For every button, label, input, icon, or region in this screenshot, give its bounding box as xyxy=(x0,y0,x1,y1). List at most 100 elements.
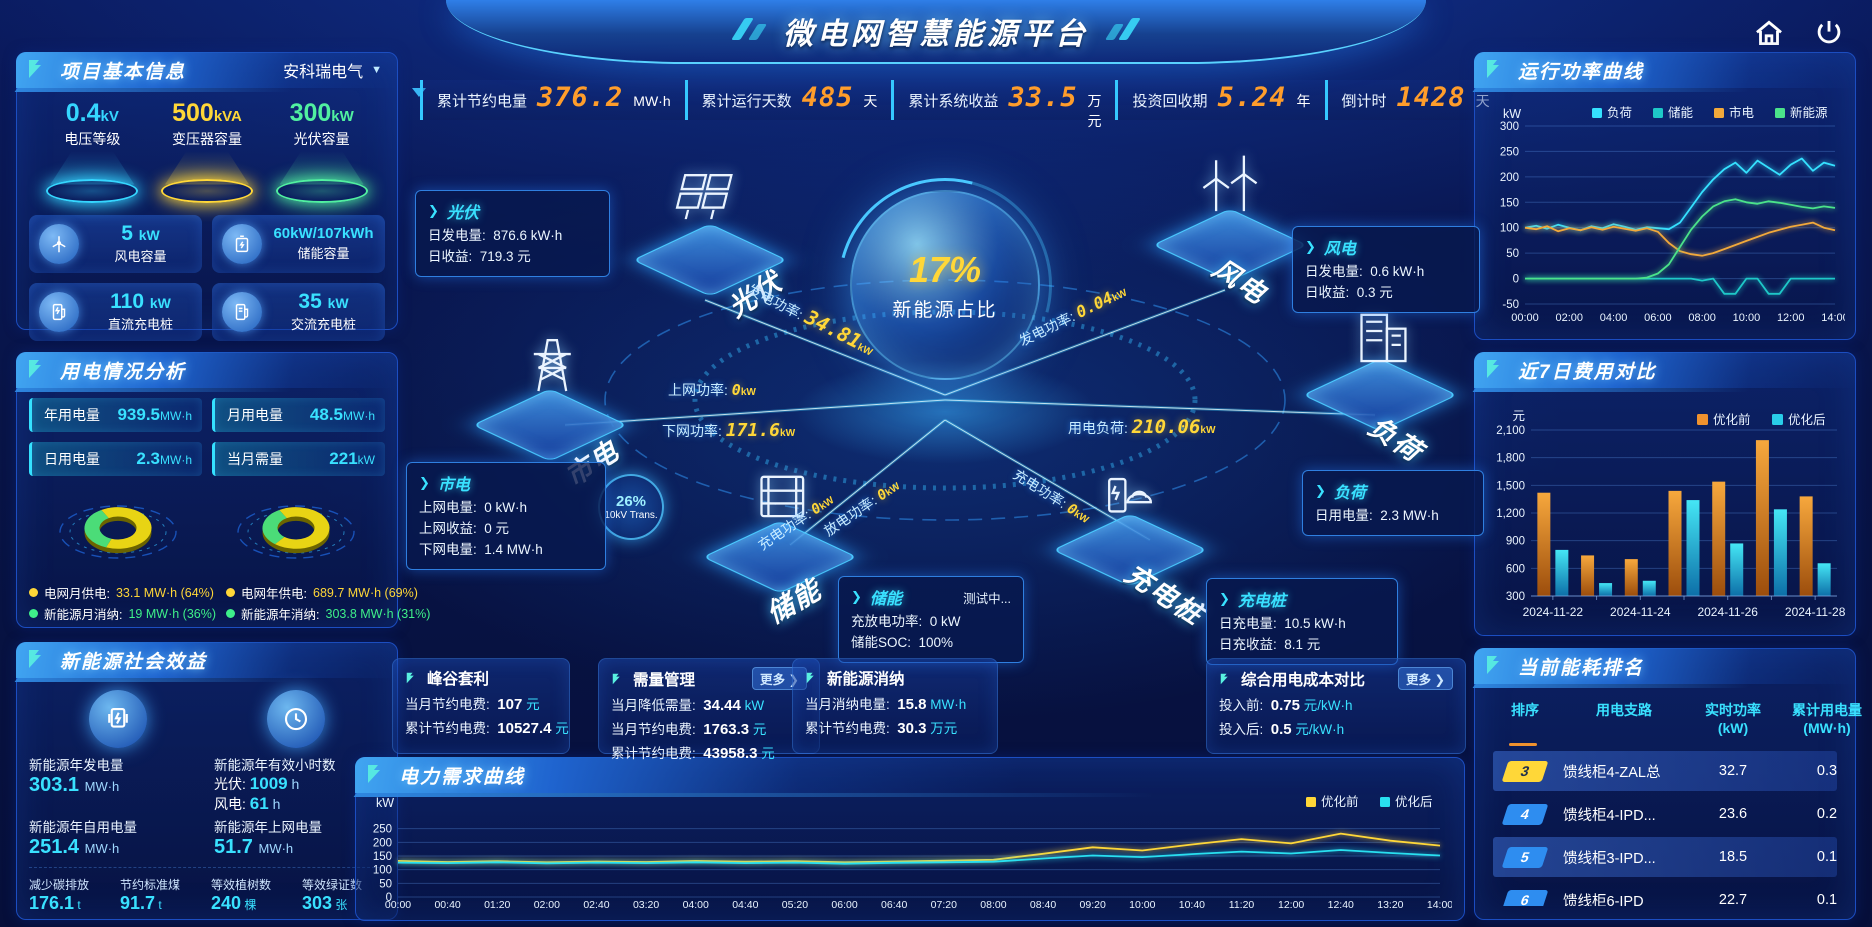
svg-text:kW: kW xyxy=(376,796,394,810)
renewable-benefit-panel: 新能源社会效益 新能源年发电量 303.1 MW·h 新能源年有效小时数 光伏: 10… xyxy=(16,642,398,920)
eco-label: 节约标准煤 xyxy=(120,878,181,892)
company-selector[interactable]: 安科瑞电气 ▼ xyxy=(283,58,382,82)
capacity-pedestal: 500kVA 变压器容量 xyxy=(150,99,265,203)
charger-illustration-icon xyxy=(1093,449,1167,528)
pedestal-label: 电压等级 xyxy=(64,130,121,147)
legend-value: 19 MW·h (36%) xyxy=(128,606,217,621)
legend-label: 新能源月消纳: xyxy=(44,608,123,622)
card-title: 储能 xyxy=(869,591,902,608)
legend-label: 新能源年消纳: xyxy=(241,608,320,622)
column-header: 排序 xyxy=(1511,702,1539,718)
pedestal-value: 500kVA xyxy=(172,99,242,127)
panel-title: 当前能耗排名 xyxy=(1518,657,1645,679)
total-energy: 0.2 xyxy=(1816,806,1838,822)
banner-deco-left xyxy=(731,17,767,45)
kpi-corner-icon xyxy=(806,672,814,684)
rank-badge: 6 xyxy=(1501,889,1549,906)
svg-text:2,100: 2,100 xyxy=(1496,425,1525,437)
benefit-value: 251.4 MW·h xyxy=(29,836,120,858)
panel-corner-icon xyxy=(1487,60,1499,78)
svg-text:优化前: 优化前 xyxy=(1713,412,1751,427)
svg-text:50: 50 xyxy=(379,878,392,890)
eco-stat: 减少碳排放 176.1 t xyxy=(29,876,112,914)
chevron-right-icon: ❯ xyxy=(428,203,439,218)
svg-text:10:40: 10:40 xyxy=(1179,899,1205,911)
table-row[interactable]: 3 馈线柜4-ZAL总 32.7 0.3 xyxy=(1493,751,1837,791)
legend-item[interactable]: 电网月供电: 33.1 MW·h (64%) xyxy=(29,583,216,602)
kpi-card-1: 峰谷套利 当月节约电费: 107 元累计节约电费: 10527.4 元 xyxy=(392,658,570,754)
eco-stats: 减少碳排放 176.1 t 节约标准煤 91.7 t 等效植树数 240 棵等效绿证数 30… xyxy=(29,867,385,914)
panel-title: 新能源社会效益 xyxy=(60,651,208,673)
legend-item[interactable]: 新能源年消纳: 303.8 MW·h (31%) xyxy=(226,604,430,623)
svg-text:09:20: 09:20 xyxy=(1080,899,1106,911)
renewable-share-percent: 17% xyxy=(908,248,982,290)
svg-text:12:40: 12:40 xyxy=(1328,899,1354,911)
usage-stat: 年用电量 939.5MW·h xyxy=(29,398,202,432)
rank-badge: 3 xyxy=(1501,760,1549,782)
capacity-value: 60kW/107kWh xyxy=(273,225,374,243)
svg-text:14:00: 14:00 xyxy=(1821,312,1845,324)
panel-corner-icon xyxy=(29,60,41,78)
chevron-right-icon: ❯ xyxy=(1305,239,1316,254)
wind-info-card: ❯ 风电 日发电量: 0.6 kW·h 日收益: 0.3 元 xyxy=(1292,226,1480,313)
card-row: 下网电量: 1.4 MW·h xyxy=(419,541,543,557)
svg-text:00:00: 00:00 xyxy=(1511,312,1539,324)
chevron-down-icon: ▼ xyxy=(371,64,382,76)
legend-dot xyxy=(226,609,236,618)
summary-stat: 累计系统收益 33.5 万元 xyxy=(891,80,1116,129)
more-button[interactable]: 更多 ❯ xyxy=(1398,667,1453,690)
table-row[interactable]: 4 馈线柜4-IPD... 23.6 0.2 xyxy=(1493,794,1837,834)
svg-text:03:20: 03:20 xyxy=(633,899,659,911)
benefit-label: 新能源年自用电量 xyxy=(29,820,137,835)
grid-info-card: ❯ 市电 上网电量: 0 kW·h 上网收益: 0 元下网电量: 1.4 MW·h xyxy=(406,462,606,570)
svg-text:0: 0 xyxy=(386,892,392,904)
usage-stat-label: 当月需量 xyxy=(227,451,283,467)
generator-icon xyxy=(89,690,147,748)
usage-stat-label: 年用电量 xyxy=(44,407,100,423)
card-row: 日收益: 719.3 元 xyxy=(428,248,531,264)
stat-unit: MW·h xyxy=(633,93,671,109)
svg-text:14:00: 14:00 xyxy=(1427,899,1452,911)
benefit-items: 新能源年发电量 303.1 MW·h 新能源年有效小时数 光伏: 1009 h 风电: … xyxy=(29,754,385,859)
stat-value: 376.2 xyxy=(537,82,624,113)
energy-ranking-header: 当前能耗排名 xyxy=(1474,648,1856,684)
total-energy: 0.1 xyxy=(1816,892,1838,906)
stat-label: 累计节约电量 xyxy=(437,93,528,110)
demand-curve-panel: 电力需求曲线 kW 0 50 100 150 200 250 00:00 00:40 01:20 0… xyxy=(355,757,1465,921)
renewable-share-sphere: 17% 新能源占比 xyxy=(850,190,1040,380)
pv-illustration-icon xyxy=(673,159,747,238)
supply-donut xyxy=(43,482,193,579)
card-title: 风电 xyxy=(1323,241,1356,258)
legend-item[interactable]: 新能源月消纳: 19 MW·h (36%) xyxy=(29,604,216,623)
eco-stat: 节约标准煤 91.7 t xyxy=(120,876,203,914)
pedestal-beam xyxy=(279,150,364,185)
total-energy: 0.3 xyxy=(1816,763,1838,779)
capacity-value: 110 kW xyxy=(110,289,171,313)
node-wind: 风电 xyxy=(1150,150,1310,310)
kpi-row: 累计节约电费: 10527.4 元 xyxy=(405,720,569,737)
cost-compare-panel: 近7日费用对比 元 300 600 900 1,200 1,500 1,800 2,100 20… xyxy=(1474,352,1856,636)
home-icon[interactable] xyxy=(1752,16,1786,50)
cost-compare-header: 近7日费用对比 xyxy=(1474,352,1856,388)
benefit-value: 51.7 MW·h xyxy=(214,836,294,858)
panel-corner-icon xyxy=(1487,656,1499,674)
usage-stat: 当月需量 221kW xyxy=(212,442,385,476)
benefit-icons xyxy=(29,690,385,748)
table-row[interactable]: 5 馈线柜3-IPD... 18.5 0.1 xyxy=(1493,837,1837,877)
pedestal-ring xyxy=(161,178,253,203)
power-icon[interactable] xyxy=(1812,16,1846,50)
legend-dot xyxy=(29,588,38,597)
capacity-pedestal: 300kW 光伏容量 xyxy=(264,99,379,203)
legend-item[interactable]: 电网年供电: 689.7 MW·h (69%) xyxy=(226,583,430,602)
svg-text:200: 200 xyxy=(1500,172,1519,184)
kpi-row: 当月消纳电量: 15.8 MW·h xyxy=(805,696,967,713)
benefit-item: 新能源年发电量 303.1 MW·h xyxy=(29,754,200,814)
benefit-item: 新能源年有效小时数 光伏: 1009 h 风电: 61 h xyxy=(214,754,385,814)
table-row[interactable]: 6 馈线柜6-IPD 22.7 0.1 xyxy=(1493,880,1837,906)
summary-stat: 累计运行天数 485 天 xyxy=(684,80,892,120)
stat-label: 投资回收期 xyxy=(1132,93,1208,110)
svg-text:07:20: 07:20 xyxy=(931,899,957,911)
run-power-header: 运行功率曲线 xyxy=(1474,52,1856,88)
benefit-value: 303.1 MW·h xyxy=(29,774,120,796)
